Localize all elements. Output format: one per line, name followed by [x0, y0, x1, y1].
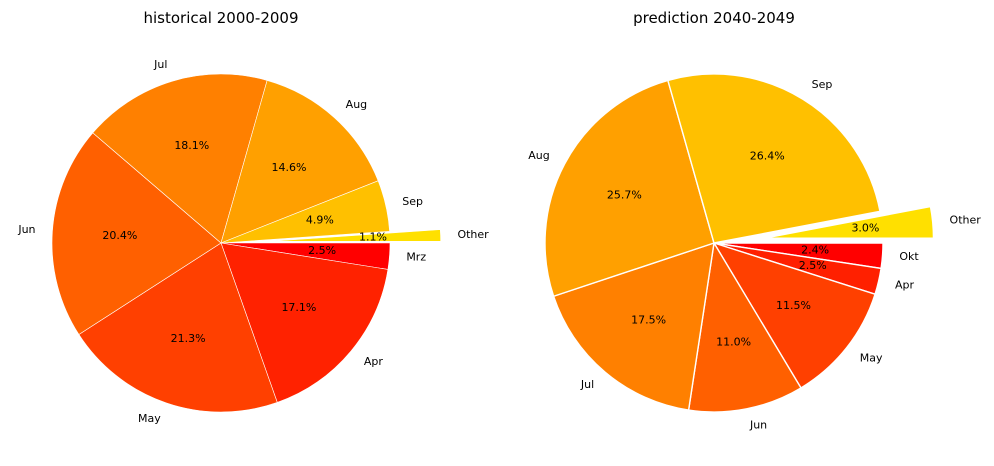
- pct-label-okt: 2.4%: [801, 244, 829, 257]
- slice-label-other: Other: [457, 228, 489, 241]
- slice-label-jul: Jul: [580, 378, 594, 391]
- pie-chart-historical: historical 2000-2009 Mrz 2.5% Apr 17.1% May 2…: [17, 9, 489, 425]
- pie-slice-other: [271, 229, 441, 242]
- pct-label-jun: 20.4%: [102, 229, 137, 242]
- pct-label-jun: 11.0%: [716, 335, 751, 348]
- slice-label-apr: Apr: [895, 278, 915, 291]
- slice-label-apr: Apr: [364, 355, 384, 368]
- pct-label-jul: 18.1%: [174, 139, 209, 152]
- pct-label-apr: 2.5%: [799, 259, 827, 272]
- pie-slice-other: [764, 205, 935, 239]
- slice-label-sep: Sep: [812, 78, 833, 91]
- pie-slice-jun: [687, 240, 802, 413]
- pie-slice-jul: [552, 241, 715, 411]
- pie-chart-prediction: prediction 2040-2049 Okt 2.4% Apr 2.5% May 11…: [528, 9, 981, 431]
- pie-slice-may: [78, 242, 278, 413]
- pct-label-may: 21.3%: [171, 332, 206, 345]
- pct-label-jul: 17.5%: [631, 314, 666, 327]
- pct-label-sep: 26.4%: [750, 150, 785, 163]
- slice-label-jun: Jun: [17, 223, 35, 236]
- slice-label-jul: Jul: [153, 58, 167, 71]
- pie-slice-jul: [92, 73, 268, 244]
- chart-title-historical: historical 2000-2009: [143, 9, 298, 27]
- slice-label-jun: Jun: [749, 418, 767, 431]
- slice-label-may: May: [138, 412, 161, 425]
- pie-slice-apr: [220, 242, 389, 403]
- pct-label-mrz: 2.5%: [308, 244, 336, 257]
- slices-historical: [51, 73, 441, 413]
- slice-label-aug: Aug: [346, 98, 367, 111]
- slice-label-sep: Sep: [402, 195, 423, 208]
- pie-slice-sep: [667, 73, 881, 244]
- pct-label-sep: 4.9%: [306, 214, 334, 227]
- pct-label-aug: 25.7%: [607, 189, 642, 202]
- slice-label-mrz: Mrz: [406, 251, 426, 264]
- labels-historical: Mrz 2.5% Apr 17.1% May 21.3% Jun 20.4% Jul 18.1% A…: [17, 58, 489, 425]
- slice-label-other: Other: [950, 214, 982, 227]
- slices-prediction: [544, 73, 935, 413]
- slice-label-aug: Aug: [528, 149, 549, 162]
- pct-label-other: 1.1%: [359, 231, 387, 244]
- chart-title-prediction: prediction 2040-2049: [633, 9, 795, 27]
- slice-label-may: May: [860, 351, 883, 364]
- pie-slice-jun: [51, 132, 222, 335]
- pie-slice-may: [712, 241, 876, 389]
- slice-label-okt: Okt: [899, 250, 919, 263]
- pct-label-apr: 17.1%: [281, 301, 316, 314]
- pie-slice-aug: [544, 79, 715, 298]
- labels-prediction: Okt 2.4% Apr 2.5% May 11.5% Jun 11.0% Jul 17.5% Au…: [528, 78, 981, 432]
- pie-slice-aug: [220, 80, 379, 244]
- pct-label-aug: 14.6%: [272, 161, 307, 174]
- pct-label-may: 11.5%: [776, 299, 811, 312]
- pct-label-other: 3.0%: [851, 222, 879, 235]
- pie-slice-sep: [220, 180, 390, 244]
